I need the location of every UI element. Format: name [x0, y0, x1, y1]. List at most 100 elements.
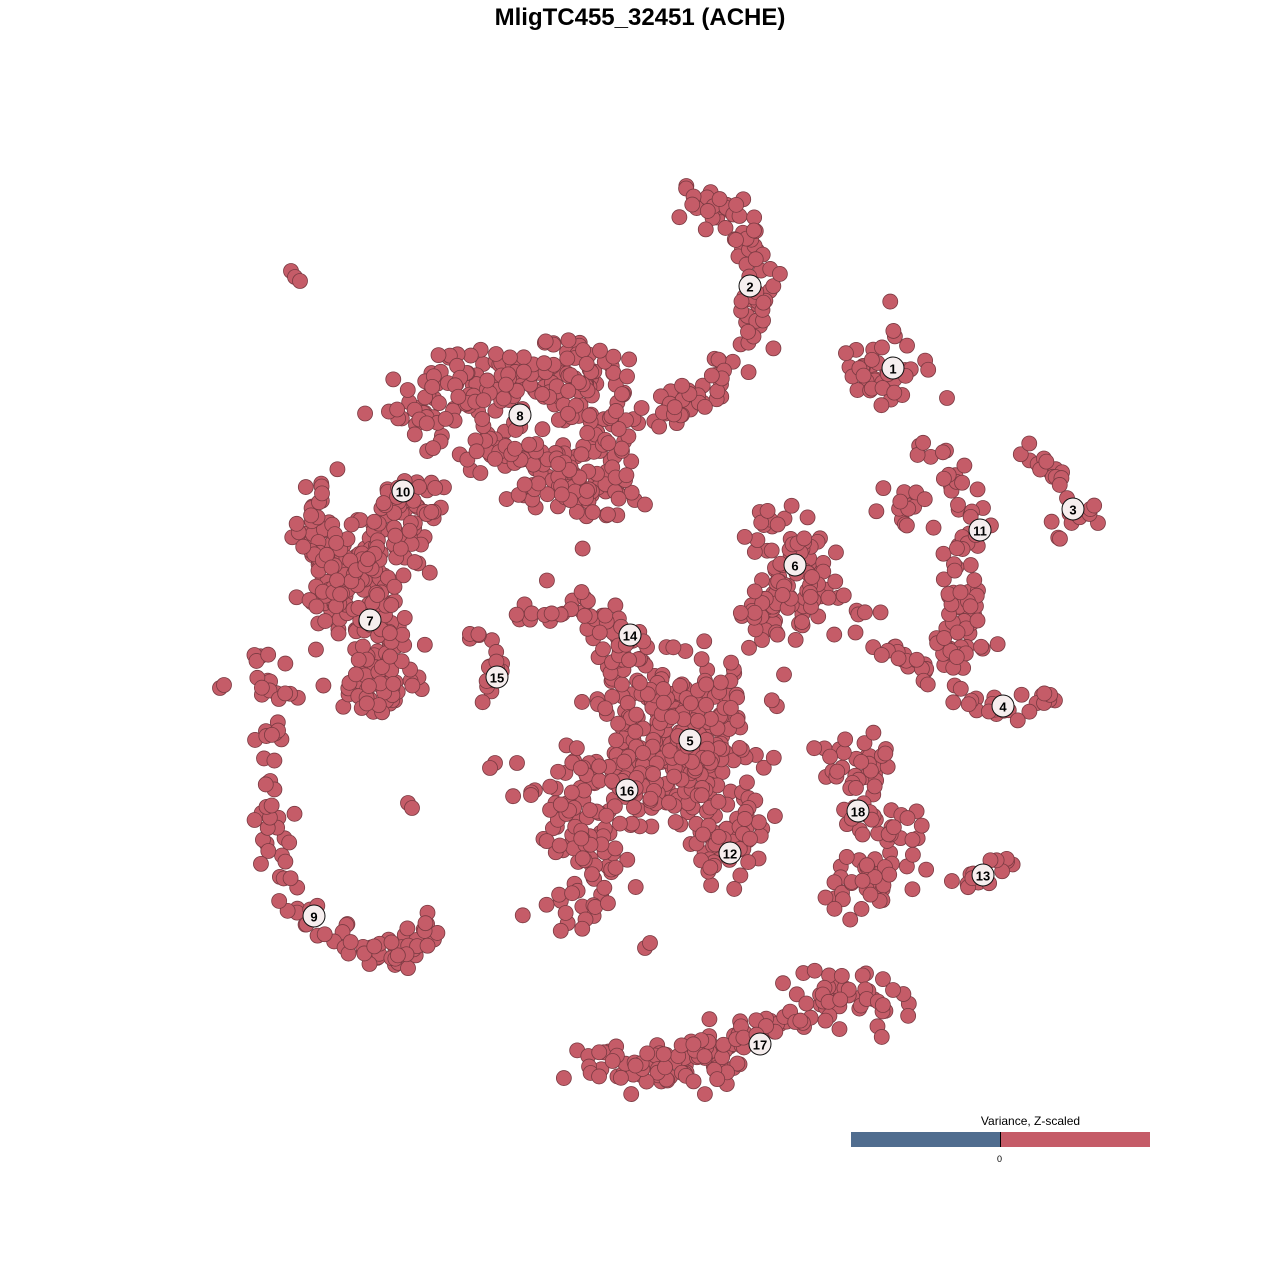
- data-point-cluster-11: [936, 630, 953, 646]
- data-point-cluster-8: [613, 440, 630, 457]
- data-point-cluster-8: [550, 456, 567, 473]
- data-point-cluster-16: [552, 796, 569, 813]
- cluster-label-text: 4: [999, 700, 1007, 715]
- data-point-cluster-9: [277, 853, 294, 870]
- data-point-cluster-18: [904, 846, 921, 863]
- data-point-cluster-1: [882, 293, 899, 310]
- data-point-cluster-10: [383, 597, 400, 613]
- data-point-cluster-7: [360, 678, 377, 694]
- data-point-cluster-11: [935, 545, 952, 562]
- data-point-cluster-8: [579, 482, 595, 499]
- data-point-cluster-11: [925, 519, 942, 536]
- data-point-cluster-8: [575, 342, 591, 359]
- data-point-cluster-9: [281, 834, 298, 851]
- data-point-cluster-6: [799, 509, 816, 526]
- data-point-cluster-11: [949, 624, 966, 641]
- data-point-cluster-8: [389, 401, 406, 418]
- data-point-cluster-14: [573, 584, 590, 600]
- data-point-cluster-7: [404, 677, 421, 694]
- cluster-label-badge: [846, 799, 870, 823]
- data-point-cluster-9: [277, 655, 294, 672]
- data-point-cluster-18: [854, 826, 871, 843]
- data-point-cluster-5: [639, 686, 656, 703]
- data-point-cluster-17: [697, 1086, 713, 1102]
- data-point-cluster-14: [595, 641, 611, 658]
- data-point-cluster-18: [866, 778, 883, 795]
- data-point-cluster-8: [521, 436, 537, 453]
- data-point-cluster-8: [600, 435, 617, 452]
- data-point-cluster-10: [330, 625, 347, 642]
- data-point-cluster-11: [948, 649, 965, 665]
- cluster-label-text: 13: [976, 869, 990, 884]
- data-point-cluster-16: [616, 753, 633, 770]
- data-point-cluster-6: [802, 588, 819, 605]
- data-point-cluster-6: [736, 528, 753, 545]
- data-point-cluster-2: [671, 209, 688, 226]
- data-point-cluster-4: [919, 676, 936, 693]
- data-point-cluster-5: [712, 674, 729, 691]
- data-point-cluster-6: [783, 497, 800, 514]
- data-point-cluster-4: [908, 651, 925, 668]
- data-point-cluster-9: [246, 812, 263, 828]
- data-point-cluster-5: [696, 633, 713, 650]
- data-point-cluster-8: [584, 504, 601, 521]
- data-point-cluster-8: [385, 371, 402, 388]
- cluster-label-badge: [881, 356, 905, 380]
- data-point-cluster-18: [865, 724, 882, 741]
- data-point-cluster-10: [406, 554, 423, 570]
- cluster-label-text: 10: [396, 485, 410, 500]
- data-point: [404, 800, 420, 816]
- data-point-cluster-18: [826, 900, 843, 917]
- data-point-cluster-4: [873, 647, 890, 663]
- data-point-cluster-5: [693, 651, 710, 668]
- data-point-cluster-7: [373, 659, 390, 675]
- data-point-cluster-12: [702, 859, 719, 876]
- data-point-cluster-8: [498, 376, 514, 393]
- data-point-cluster-17: [729, 1055, 746, 1072]
- data-point-cluster-18: [822, 748, 838, 765]
- data-point-cluster-16: [635, 745, 651, 761]
- data-point-cluster-17: [655, 1046, 672, 1063]
- cluster-label-4: 4: [991, 694, 1015, 718]
- data-point-cluster-9: [260, 843, 277, 859]
- data-point-cluster-18: [817, 889, 834, 906]
- data-point-cluster-6: [828, 544, 844, 561]
- data-point-cluster-1: [873, 397, 890, 414]
- data-point-cluster-8: [468, 443, 485, 460]
- data-point-cluster-8: [623, 484, 640, 501]
- data-point-cluster-16: [514, 907, 531, 924]
- data-point-cluster-10: [308, 598, 325, 615]
- cluster-label-badge: [968, 518, 992, 542]
- data-point-cluster-6: [732, 605, 749, 621]
- data-point-cluster-6: [769, 626, 786, 643]
- data-point-cluster-12: [732, 867, 749, 884]
- data-point-cluster-4: [1021, 703, 1038, 720]
- data-point-cluster-7: [416, 636, 433, 653]
- data-point-cluster-5: [729, 712, 746, 729]
- cluster-label-badge: [391, 479, 415, 503]
- data-point-cluster-17: [591, 1068, 607, 1085]
- data-point-cluster-4: [890, 650, 907, 667]
- data-point-cluster-9: [253, 855, 269, 872]
- data-point-cluster-7: [385, 675, 402, 692]
- data-point-cluster-17: [832, 991, 849, 1008]
- data-point-cluster-18: [881, 866, 898, 883]
- data-point-cluster-6: [769, 516, 786, 533]
- data-point-cluster-5: [665, 639, 682, 656]
- data-point-cluster-5: [661, 742, 678, 759]
- data-point-cluster-4: [1009, 712, 1026, 729]
- data-point-cluster-5: [610, 715, 627, 732]
- legend-color-bar: [851, 1132, 1150, 1147]
- data-point-cluster-2: [684, 196, 701, 213]
- data-point-cluster-14: [591, 624, 608, 641]
- data-point: [216, 677, 232, 693]
- data-point-cluster-4: [960, 696, 977, 713]
- data-point-cluster-15: [474, 694, 491, 711]
- data-point-cluster-10: [329, 461, 346, 478]
- data-point-cluster-18: [854, 872, 871, 889]
- data-point-cluster-10: [288, 589, 305, 606]
- data-point-cluster-18: [829, 763, 846, 780]
- data-point-cluster-9: [263, 797, 280, 814]
